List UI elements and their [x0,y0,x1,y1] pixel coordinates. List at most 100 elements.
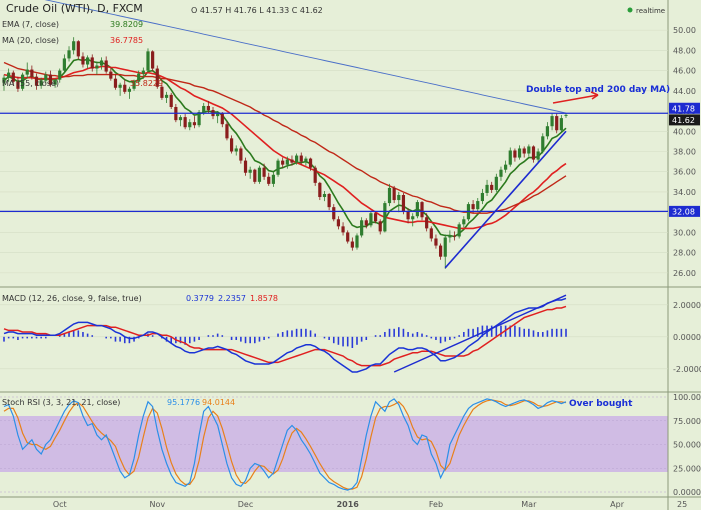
candle-body [373,213,378,222]
header-symbol: Crude Oil (WTI), D, FXCM [6,2,143,15]
candle-body [53,79,57,85]
candle-body [536,151,540,160]
realtime-label: realtime [636,7,665,15]
ma20-legend-value: 36.7785 [110,36,143,45]
x-tick-label: Apr [610,500,625,509]
candle-body [531,146,536,160]
x-tick-label: Nov [149,500,165,509]
price-tick-label: 38.00 [673,148,696,157]
annotation-arrow [552,94,599,104]
candle-body [281,160,285,165]
candle-body [76,41,80,57]
candle-body [448,235,452,238]
candle-body [322,193,327,198]
candle-body [206,105,210,111]
candle-body [72,41,76,51]
candle-body [164,94,169,98]
candle-body [490,184,494,190]
price-tick-label: 28.00 [673,249,696,258]
candle-body [30,69,34,77]
candle-body [151,51,155,69]
candle-body [118,84,122,88]
ma55-line [3,61,567,214]
candle-body [485,184,489,193]
macd-line [3,297,567,373]
candle-body [25,69,29,75]
candle-body [434,238,438,246]
price-tick-label: 46.00 [673,67,696,76]
candle-body [425,217,429,229]
candle-body [285,159,289,165]
candle-body [550,116,554,127]
price-box [669,114,700,126]
candle-body [513,150,517,158]
stoch-rsi-d-line [3,399,567,490]
candle-body [559,118,563,131]
rsi-legend-label: Stoch RSI (3, 3, 21, 21, close) [2,398,120,407]
candle-body [243,160,248,173]
candle-body [271,174,275,184]
candle-body [257,167,262,182]
candle-body [327,193,331,208]
macd-legend-value-signal: 2.2357 [218,294,246,303]
macd-legend-value-macd: 0.3779 [186,294,214,303]
stoch-rsi-k-line [3,398,567,491]
candle-body [304,158,308,162]
candle-body [517,148,522,158]
realtime-dot [627,7,633,13]
candle-body [346,232,350,242]
price-box [669,102,700,114]
candle-body [123,84,127,92]
candle-body [564,114,568,116]
macd-tick-label: 0.0000 [673,333,701,342]
candle-body [86,57,90,65]
rsi-legend-value-d: 94.0144 [202,398,235,407]
candle-body [127,88,132,92]
candle-body [81,56,85,65]
candle-body [113,78,118,88]
candle-body [109,71,113,79]
price-tick-label: 30.00 [673,228,696,237]
candle-body [11,72,15,82]
candle-body [480,192,484,202]
candle-body [48,74,53,85]
candle-body [364,220,368,226]
candle-body [248,169,252,173]
macd-trendline [393,294,567,373]
candle-body [295,155,299,163]
candle-body [58,70,62,80]
candle-body [420,202,424,218]
candle-body [313,167,317,183]
rsi-tick-label: 25.0000 [673,464,701,473]
candle-body [504,164,508,170]
candle-body [95,65,99,69]
candle-body [220,113,224,125]
rsi-legend-value-k: 95.1776 [167,398,200,407]
candle-body [216,113,220,117]
candle-body [7,72,11,78]
candle-body [225,124,229,139]
candle-body [522,148,526,154]
candle-body [397,194,401,201]
candle-body [476,201,480,210]
candle-body [499,169,503,177]
rsi-band [0,416,668,472]
candle-body [406,211,410,220]
macd-tick-label: -2.0000 [673,365,701,374]
candle-body [67,50,71,59]
candle-body [188,122,192,128]
candle-body [146,51,150,71]
header-ohlc: O 41.57 H 41.76 L 41.33 C 41.62 [191,6,323,15]
candle-body [387,187,392,204]
candle-body [438,245,443,257]
price-tick-label: 48.00 [673,46,696,55]
candle-body [262,167,266,177]
candle-body [202,105,206,113]
candle-body [239,148,243,161]
candle-body [137,73,141,82]
price-box-label: 32.08 [672,207,695,216]
x-tick-label: Dec [238,500,253,509]
macd-legend-value-hist: 1.8578 [250,294,278,303]
candle-body [318,182,322,198]
price-tick-label: 40.00 [673,127,696,136]
